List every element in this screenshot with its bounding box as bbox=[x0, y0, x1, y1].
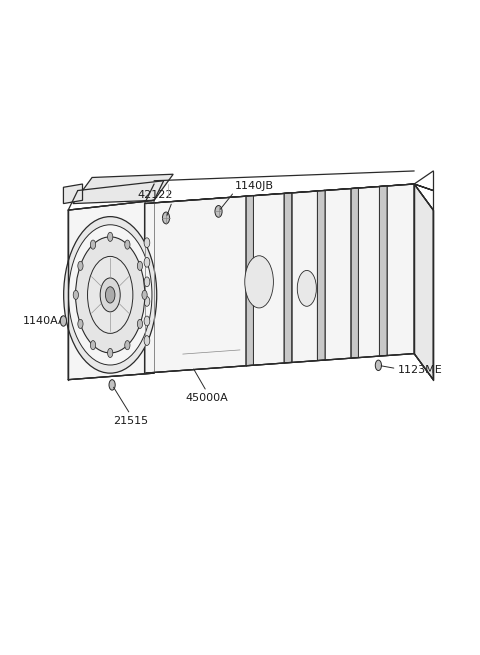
Ellipse shape bbox=[297, 271, 316, 307]
Ellipse shape bbox=[162, 212, 169, 224]
Ellipse shape bbox=[144, 257, 150, 267]
Ellipse shape bbox=[144, 335, 150, 345]
Ellipse shape bbox=[78, 320, 83, 328]
Polygon shape bbox=[351, 188, 359, 358]
Polygon shape bbox=[379, 185, 387, 356]
Ellipse shape bbox=[108, 233, 113, 242]
Ellipse shape bbox=[69, 225, 152, 365]
Polygon shape bbox=[414, 184, 433, 380]
Ellipse shape bbox=[100, 278, 120, 312]
Ellipse shape bbox=[64, 217, 157, 373]
Text: 45000A: 45000A bbox=[185, 393, 228, 403]
Polygon shape bbox=[63, 184, 83, 204]
Ellipse shape bbox=[142, 290, 147, 299]
Ellipse shape bbox=[144, 316, 150, 326]
Ellipse shape bbox=[215, 206, 222, 217]
Ellipse shape bbox=[60, 316, 67, 326]
Polygon shape bbox=[144, 184, 414, 373]
Text: 1123ME: 1123ME bbox=[397, 365, 442, 375]
Polygon shape bbox=[317, 190, 325, 360]
Ellipse shape bbox=[144, 297, 150, 307]
Polygon shape bbox=[284, 193, 291, 363]
Ellipse shape bbox=[125, 240, 130, 249]
Polygon shape bbox=[414, 184, 433, 380]
Ellipse shape bbox=[90, 341, 96, 350]
Ellipse shape bbox=[137, 261, 143, 271]
Ellipse shape bbox=[78, 261, 83, 271]
Text: 1140JB: 1140JB bbox=[235, 181, 274, 191]
Ellipse shape bbox=[245, 255, 274, 308]
Polygon shape bbox=[144, 184, 433, 204]
Ellipse shape bbox=[108, 348, 113, 358]
Text: 1140AA: 1140AA bbox=[23, 316, 67, 326]
Ellipse shape bbox=[106, 287, 115, 303]
Ellipse shape bbox=[144, 238, 150, 248]
Ellipse shape bbox=[144, 277, 150, 287]
Ellipse shape bbox=[75, 237, 145, 353]
Ellipse shape bbox=[109, 380, 115, 390]
Polygon shape bbox=[73, 174, 173, 204]
Polygon shape bbox=[246, 195, 253, 365]
Ellipse shape bbox=[90, 240, 96, 249]
Ellipse shape bbox=[375, 360, 382, 371]
Text: 42122: 42122 bbox=[138, 191, 173, 200]
Ellipse shape bbox=[73, 290, 78, 299]
Ellipse shape bbox=[125, 341, 130, 350]
Ellipse shape bbox=[87, 256, 133, 333]
Polygon shape bbox=[68, 200, 154, 380]
Text: 21515: 21515 bbox=[113, 415, 148, 426]
Ellipse shape bbox=[137, 320, 143, 328]
